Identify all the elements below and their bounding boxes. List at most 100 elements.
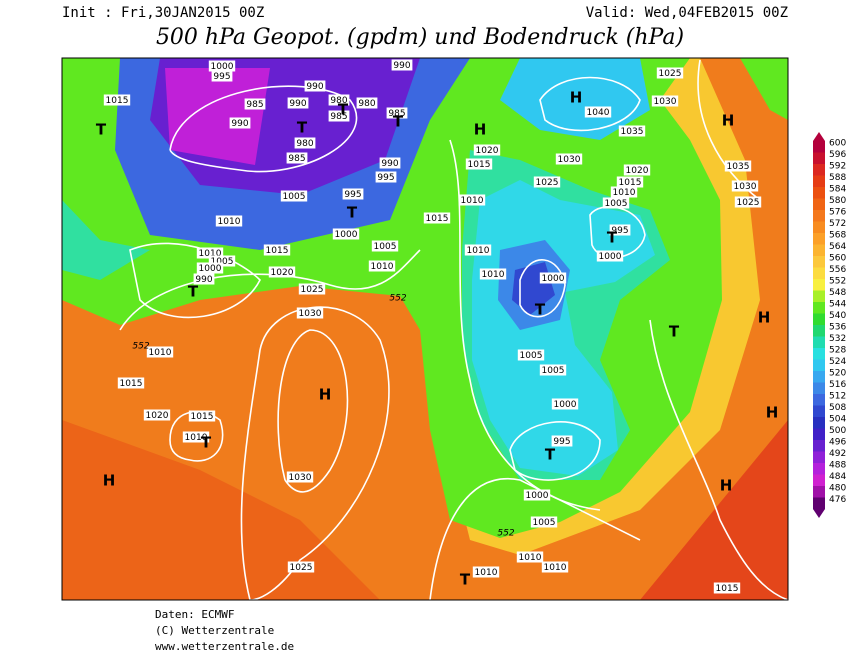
isobar-label-box xyxy=(328,110,350,122)
pressure-center: T xyxy=(338,101,349,119)
legend-swatch xyxy=(813,187,825,199)
isobar-label-box xyxy=(193,273,215,285)
legend-label: 560 xyxy=(829,253,846,263)
isobar-label: 995 xyxy=(611,226,628,236)
isobar-label: 1010 xyxy=(544,563,567,573)
isobar-label: 1000 xyxy=(554,400,577,410)
isobar-label-box xyxy=(596,250,624,262)
isobar-label: 1010 xyxy=(199,249,222,259)
isobar-label-box xyxy=(656,67,684,79)
isobar-label-box xyxy=(472,566,500,578)
legend-label: 508 xyxy=(829,403,846,413)
isobar-label: 1000 xyxy=(526,491,549,501)
isobar-label-box xyxy=(391,59,413,71)
isobar-label-box xyxy=(117,377,145,389)
map-frame xyxy=(61,57,789,601)
pressure-center: H xyxy=(474,121,487,139)
isobar-label-box xyxy=(609,224,631,236)
legend-swatch xyxy=(813,198,825,211)
legend-label: 564 xyxy=(829,242,846,252)
legend-swatch xyxy=(813,440,825,452)
isobar-label: 1010 xyxy=(185,433,208,443)
pressure-center: T xyxy=(297,119,308,137)
legend-swatch xyxy=(813,382,825,395)
isobar-label: 1010 xyxy=(461,196,484,206)
isobar-label-box xyxy=(523,489,551,501)
isobar-label: 1005 xyxy=(283,192,306,202)
isobar-label: 995 xyxy=(553,437,570,447)
isobar-label: 1040 xyxy=(587,108,610,118)
isobar-label-box xyxy=(375,171,397,183)
isobar-label-box xyxy=(530,516,558,528)
isobar-label-box xyxy=(196,262,224,274)
isobar-label: 1005 xyxy=(211,257,234,267)
legend-label: 544 xyxy=(829,299,846,309)
isobar-label: 990 xyxy=(289,99,306,109)
legend-label: 600 xyxy=(829,138,846,148)
isobar-label-box xyxy=(386,107,408,119)
valid-time: Valid: Wed,04FEB2015 00Z xyxy=(586,5,788,21)
isobar-label: 1015 xyxy=(619,178,642,188)
isobar-label: 1020 xyxy=(146,411,169,421)
legend-label: 536 xyxy=(829,322,846,332)
legend-label: 500 xyxy=(829,426,846,436)
isobar-label-box xyxy=(539,272,567,284)
isobar-label-box xyxy=(539,364,567,376)
pressure-center: T xyxy=(201,434,212,452)
isobar-label-box xyxy=(286,152,308,164)
isobar-label-box xyxy=(146,346,174,358)
isobar-label: 980 xyxy=(296,139,313,149)
isobar-label: 1025 xyxy=(659,69,682,79)
legend-label: 556 xyxy=(829,265,846,275)
legend-swatch xyxy=(813,279,825,291)
isobar-label-box xyxy=(517,349,545,361)
isobar-label: 1010 xyxy=(149,348,172,358)
legend-swatch xyxy=(813,463,825,475)
legend-swatch xyxy=(813,497,825,510)
pressure-center: T xyxy=(607,229,618,247)
isobar-label-box xyxy=(182,431,210,443)
isobar-label: 1000 xyxy=(542,274,565,284)
pressure-center: H xyxy=(722,112,735,130)
legend-label: 528 xyxy=(829,345,846,355)
legend-cap xyxy=(813,132,825,141)
legend-label: 540 xyxy=(829,311,846,321)
legend-swatch xyxy=(813,210,825,222)
legend-swatch xyxy=(813,371,825,383)
isobar-label-box xyxy=(713,582,741,594)
credit-line: Daten: ECMWF xyxy=(155,608,234,621)
isobar-label-box xyxy=(268,266,296,278)
isobar-label: 1010 xyxy=(467,246,490,256)
init-time: Init : Fri,30JAN2015 00Z xyxy=(62,5,264,21)
legend-label: 588 xyxy=(829,173,846,183)
isobar-label: 1010 xyxy=(613,188,636,198)
isobar-label: 1025 xyxy=(290,563,313,573)
isobar-label-box xyxy=(196,247,224,259)
isobar-label-box xyxy=(280,190,308,202)
legend-label: 492 xyxy=(829,449,846,459)
isobar-label: 985 xyxy=(388,109,405,119)
legend-swatch xyxy=(813,290,825,303)
credit-line: www.wetterzentrale.de xyxy=(155,640,294,653)
isobar-label: 980 xyxy=(330,96,347,106)
isobar-label-box xyxy=(651,95,679,107)
isobar-label-box xyxy=(618,125,646,137)
legend-swatch xyxy=(813,152,825,165)
isobar-label: 1015 xyxy=(716,584,739,594)
legend-label: 592 xyxy=(829,161,846,171)
isobar-label: 1015 xyxy=(120,379,143,389)
legend-swatch xyxy=(813,256,825,268)
credit-line: (C) Wetterzentrale xyxy=(155,624,274,637)
isobar-label-box xyxy=(616,176,644,188)
pressure-center: T xyxy=(393,113,404,131)
pressure-center: T xyxy=(669,323,680,341)
legend-swatch xyxy=(813,394,825,406)
isobar-label: 1010 xyxy=(371,262,394,272)
isobar-label: 1010 xyxy=(475,568,498,578)
isobar-label: 1015 xyxy=(266,246,289,256)
isobar-label: 1015 xyxy=(468,160,491,170)
isobar-label-box xyxy=(551,398,579,410)
isobar-label-box xyxy=(332,228,360,240)
contour-label: 552 xyxy=(132,342,149,352)
